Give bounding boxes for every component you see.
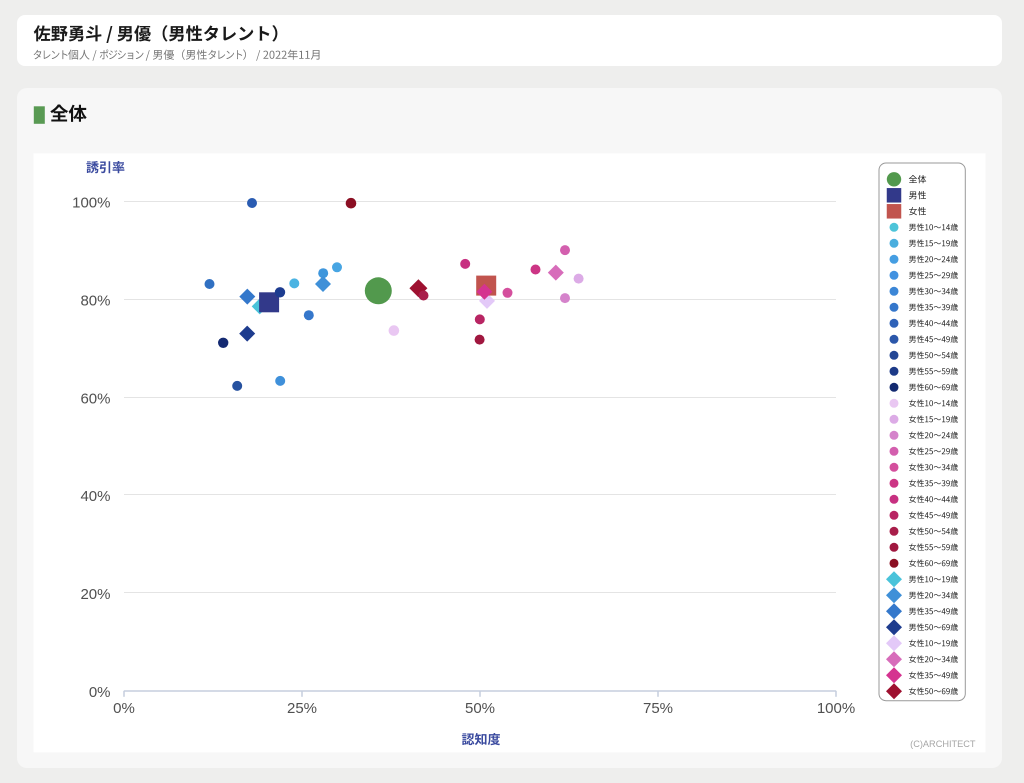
svg-text:25%: 25%	[287, 700, 317, 717]
svg-text:60%: 60%	[80, 390, 110, 407]
svg-text:0%: 0%	[113, 700, 135, 717]
svg-text:80%: 80%	[80, 292, 110, 309]
svg-text:75%: 75%	[643, 700, 673, 717]
svg-text:40%: 40%	[80, 488, 110, 505]
svg-text:100%: 100%	[72, 195, 110, 212]
svg-text:50%: 50%	[465, 700, 495, 717]
svg-text:100%: 100%	[817, 700, 855, 717]
svg-text:20%: 20%	[80, 586, 110, 603]
svg-text:0%: 0%	[89, 684, 111, 701]
svg-text:(C)ARCHITECT: (C)ARCHITECT	[910, 739, 976, 749]
